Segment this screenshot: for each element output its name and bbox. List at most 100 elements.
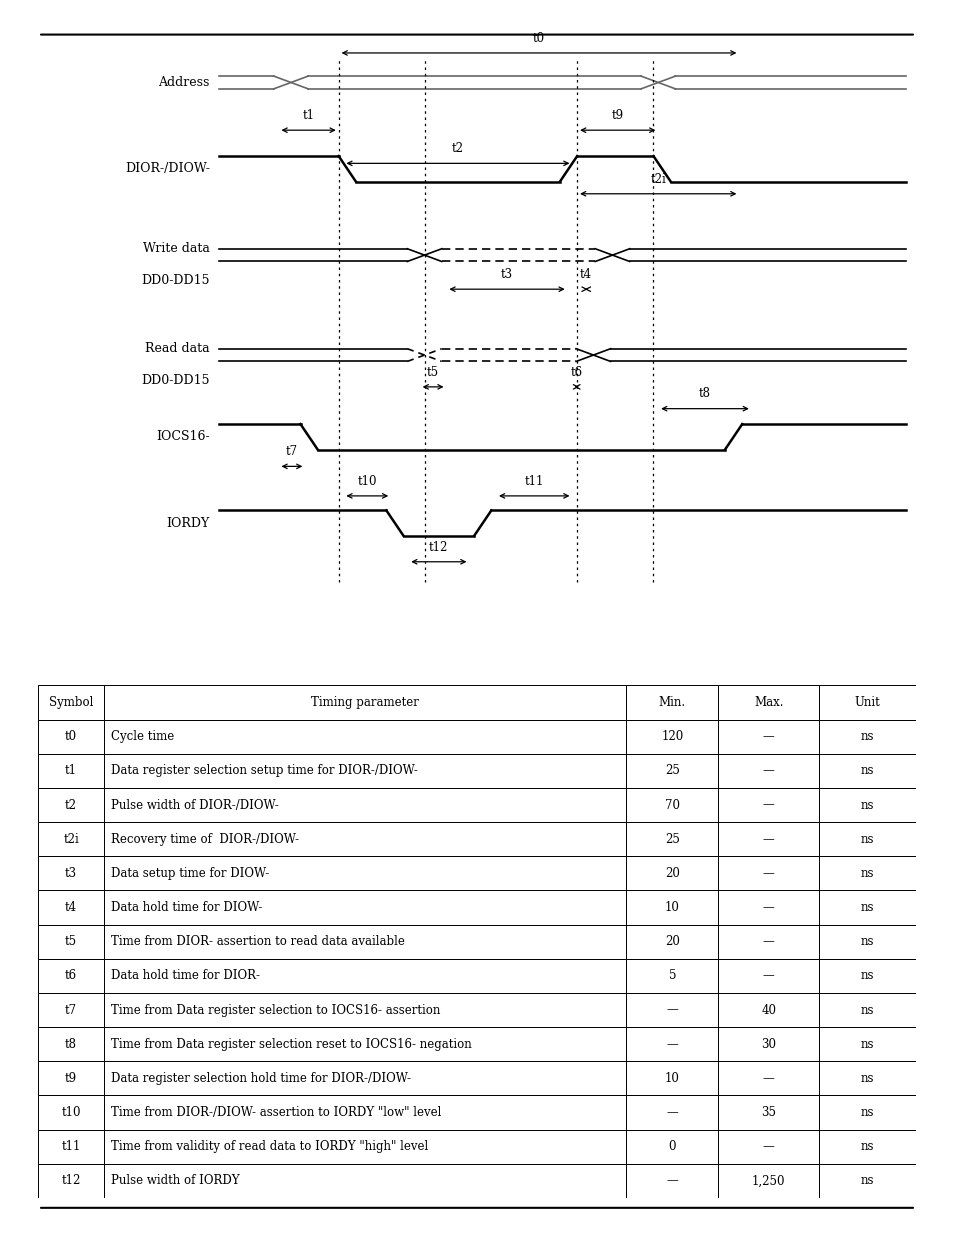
Text: Address: Address <box>158 77 210 89</box>
Text: t10: t10 <box>357 474 376 488</box>
Bar <box>625 823 718 856</box>
Text: t0: t0 <box>533 32 544 44</box>
Bar <box>718 788 819 823</box>
Bar <box>819 1095 915 1130</box>
Bar <box>625 958 718 993</box>
Bar <box>104 1028 625 1061</box>
Text: t12: t12 <box>61 1174 81 1187</box>
Text: —: — <box>666 1004 678 1016</box>
Bar <box>625 856 718 890</box>
Bar <box>819 1163 915 1198</box>
Bar <box>819 993 915 1028</box>
Bar <box>819 958 915 993</box>
Bar <box>819 856 915 890</box>
Text: t11: t11 <box>524 474 543 488</box>
Bar <box>38 993 104 1028</box>
Bar <box>104 1130 625 1163</box>
Text: t11: t11 <box>61 1140 81 1153</box>
Text: t3: t3 <box>65 867 77 879</box>
Bar <box>718 993 819 1028</box>
Bar <box>104 925 625 958</box>
Text: Recovery time of  DIOR-/DIOW-: Recovery time of DIOR-/DIOW- <box>111 832 298 846</box>
Text: 0: 0 <box>668 1140 676 1153</box>
Text: 5: 5 <box>668 969 676 982</box>
Bar <box>38 958 104 993</box>
Bar <box>38 1095 104 1130</box>
Bar <box>718 890 819 925</box>
Text: ns: ns <box>860 969 873 982</box>
Text: t7: t7 <box>65 1004 77 1016</box>
Text: DIOR-/DIOW-: DIOR-/DIOW- <box>125 162 210 175</box>
Bar <box>104 1095 625 1130</box>
Text: ns: ns <box>860 1107 873 1119</box>
Text: Time from validity of read data to IORDY "high" level: Time from validity of read data to IORDY… <box>111 1140 428 1153</box>
Text: Data hold time for DIOR-: Data hold time for DIOR- <box>111 969 260 982</box>
Bar <box>625 925 718 958</box>
Text: —: — <box>666 1174 678 1187</box>
Text: —: — <box>762 1140 774 1153</box>
Text: t4: t4 <box>65 902 77 914</box>
Text: ns: ns <box>860 1174 873 1187</box>
Text: t2i: t2i <box>63 832 79 846</box>
Text: Time from DIOR- assertion to read data available: Time from DIOR- assertion to read data a… <box>111 935 404 948</box>
Bar <box>819 753 915 788</box>
Text: DD0-DD15: DD0-DD15 <box>141 274 210 287</box>
Text: t3: t3 <box>500 268 513 282</box>
Text: Cycle time: Cycle time <box>111 730 174 743</box>
Bar <box>104 1061 625 1095</box>
Text: t4: t4 <box>579 268 592 282</box>
Text: Time from DIOR-/DIOW- assertion to IORDY "low" level: Time from DIOR-/DIOW- assertion to IORDY… <box>111 1107 441 1119</box>
Text: t12: t12 <box>429 541 448 553</box>
Bar <box>819 788 915 823</box>
Text: ns: ns <box>860 1072 873 1084</box>
Text: 25: 25 <box>664 764 679 777</box>
Text: t10: t10 <box>61 1107 81 1119</box>
Bar <box>38 890 104 925</box>
Text: —: — <box>762 902 774 914</box>
Bar <box>38 720 104 753</box>
Bar <box>819 1130 915 1163</box>
Bar <box>38 925 104 958</box>
Bar <box>819 720 915 753</box>
Text: t7: t7 <box>286 445 297 458</box>
Text: t5: t5 <box>427 366 438 379</box>
Bar <box>625 753 718 788</box>
Bar <box>104 1163 625 1198</box>
Bar <box>38 685 104 720</box>
Bar <box>819 1028 915 1061</box>
Bar <box>104 788 625 823</box>
Text: 120: 120 <box>660 730 682 743</box>
Bar <box>38 856 104 890</box>
Bar <box>718 856 819 890</box>
Text: —: — <box>762 832 774 846</box>
Bar <box>819 925 915 958</box>
Bar <box>625 1061 718 1095</box>
Text: Unit: Unit <box>854 697 880 709</box>
Text: Time from Data register selection reset to IOCS16- negation: Time from Data register selection reset … <box>111 1037 472 1051</box>
Text: Max.: Max. <box>753 697 782 709</box>
Bar <box>104 856 625 890</box>
Bar <box>625 1163 718 1198</box>
Bar <box>104 685 625 720</box>
Text: t9: t9 <box>611 109 623 122</box>
Text: t6: t6 <box>570 366 582 379</box>
Text: 20: 20 <box>664 867 679 879</box>
Bar <box>819 685 915 720</box>
Bar <box>38 1028 104 1061</box>
Bar <box>625 993 718 1028</box>
Text: 35: 35 <box>760 1107 776 1119</box>
Text: 70: 70 <box>664 799 679 811</box>
Text: —: — <box>666 1037 678 1051</box>
Bar <box>38 1130 104 1163</box>
Text: t2: t2 <box>65 799 77 811</box>
Bar <box>625 720 718 753</box>
Text: t1: t1 <box>65 764 77 777</box>
Text: ns: ns <box>860 799 873 811</box>
Text: t5: t5 <box>65 935 77 948</box>
Text: Pulse width of DIOR-/DIOW-: Pulse width of DIOR-/DIOW- <box>111 799 278 811</box>
Bar <box>718 823 819 856</box>
Bar <box>718 753 819 788</box>
Bar <box>819 823 915 856</box>
Text: Data hold time for DIOW-: Data hold time for DIOW- <box>111 902 262 914</box>
Text: 30: 30 <box>760 1037 776 1051</box>
